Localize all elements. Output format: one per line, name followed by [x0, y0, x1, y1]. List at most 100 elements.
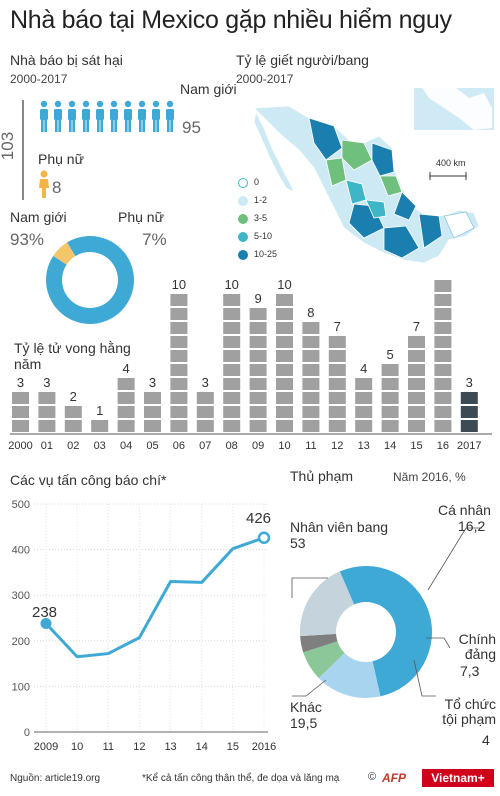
male-figure-head	[54, 100, 62, 108]
bar-value-label: 3	[43, 375, 50, 390]
bar-segment	[223, 364, 241, 376]
bar-segment	[302, 406, 320, 418]
x-tick-label: 12	[133, 741, 145, 753]
male-figure-leg	[55, 119, 58, 132]
female-label: Phụ nữ	[38, 151, 84, 167]
x-tick-label: 2009	[34, 741, 58, 753]
male-figure-leg	[170, 119, 173, 132]
page-title: Nhà báo tại Mexico gặp nhiều hiểm nguy	[10, 6, 452, 34]
perp-slice-2	[303, 641, 345, 679]
bar-segment	[91, 420, 109, 432]
bar-segment	[12, 392, 29, 404]
bar-category-label: 2000	[8, 440, 32, 452]
bar-category-label: 01	[41, 440, 53, 452]
bar-segment	[38, 406, 56, 418]
bar-segment	[381, 420, 399, 432]
bar-value-label: 11	[436, 275, 450, 278]
bar-category-label: 14	[384, 440, 396, 452]
bar-segment	[276, 406, 293, 418]
perp-slice-1	[318, 652, 381, 698]
perp-heading: Thủ phạm	[290, 468, 354, 484]
bar-segment	[381, 364, 399, 376]
bar-segment	[170, 294, 188, 306]
bar-segment	[276, 294, 293, 306]
bar-segment	[302, 350, 320, 362]
bar-segment	[170, 308, 188, 320]
bar-segment	[460, 420, 478, 432]
bar-segment	[249, 406, 267, 418]
bar-segment	[434, 392, 452, 404]
bar-segment	[223, 322, 241, 334]
perp-leader-line	[291, 577, 328, 598]
male-figure-body	[96, 109, 104, 120]
bar-segment	[434, 294, 452, 306]
bar-segment	[434, 378, 452, 390]
legend-label: 5-10	[254, 231, 273, 241]
bar-value-label: 3	[17, 375, 24, 390]
bar-value-label: 10	[277, 277, 291, 292]
map-scale: 400 km	[436, 158, 466, 168]
bar-segment	[355, 378, 373, 390]
bar-segment	[144, 406, 161, 418]
bar-segment	[223, 406, 241, 418]
male-figure-leg	[114, 119, 117, 132]
bar-segment	[434, 406, 452, 418]
perp-value-state: 53	[290, 535, 306, 551]
legend-label: 1-2	[254, 195, 268, 205]
bar-segment	[302, 420, 320, 432]
male-figure-leg	[153, 119, 156, 132]
bar-segment	[408, 336, 425, 348]
bar-segment	[328, 392, 346, 404]
male-figure-head	[68, 100, 76, 108]
bar-category-label: 12	[331, 440, 343, 452]
male-figure-leg	[167, 119, 170, 132]
bar-segment	[328, 336, 346, 348]
bar-segment	[460, 406, 478, 418]
bar-value-label: 3	[202, 375, 209, 390]
end-point	[257, 531, 271, 544]
male-figure-leg	[156, 119, 159, 132]
bar-category-label: 16	[437, 440, 449, 452]
bar-segment	[196, 392, 214, 404]
male-figure-body	[166, 109, 174, 120]
deaths-chart-label: Tỷ lệ tử vong hằng năm	[14, 340, 131, 372]
bar-segment	[249, 420, 267, 432]
male-figure-body	[152, 109, 160, 120]
total-counter: 103	[0, 126, 24, 166]
vietnamplus-logo: Vietnam+	[422, 769, 494, 787]
perp-leader-line	[413, 659, 436, 697]
bar-segment	[170, 420, 188, 432]
male-figure-head	[166, 100, 174, 108]
y-tick-label: 500	[12, 499, 30, 511]
bar-segment	[144, 420, 161, 432]
bar-value-label: 4	[122, 361, 129, 376]
bar-segment	[302, 364, 320, 376]
perp-value-individual: 16,2	[458, 518, 486, 534]
bar-segment	[64, 406, 82, 418]
perp-slice-3	[300, 633, 338, 653]
bar-category-label: 2017	[457, 440, 481, 452]
bar-category-label: 07	[199, 440, 211, 452]
bar-segment	[302, 392, 320, 404]
attacks-series-line	[44, 536, 265, 659]
bar-value-label: 7	[413, 319, 420, 334]
male-figure-body	[68, 109, 76, 120]
male-figure-leg	[128, 119, 131, 132]
bar-category-label: 03	[94, 440, 106, 452]
y-tick-label: 300	[12, 590, 30, 602]
male-count: 95	[182, 118, 201, 137]
bar-segment	[249, 350, 267, 362]
male-pct-label: Nam giới	[10, 209, 67, 225]
bar-value-label: 10	[172, 277, 186, 292]
bar-segment	[328, 364, 346, 376]
bar-category-label: 10	[278, 440, 290, 452]
perp-leader-line	[292, 679, 327, 697]
bar-category-label: 06	[173, 440, 185, 452]
male-figure-leg	[58, 119, 61, 132]
bar-segment	[196, 406, 214, 418]
legend-swatch	[238, 178, 248, 188]
perp-label-crime: Tổ chức tội phạm	[442, 696, 496, 727]
gender-slice-1	[53, 242, 76, 265]
bar-segment	[408, 392, 425, 404]
bar-value-label: 1	[96, 403, 103, 418]
